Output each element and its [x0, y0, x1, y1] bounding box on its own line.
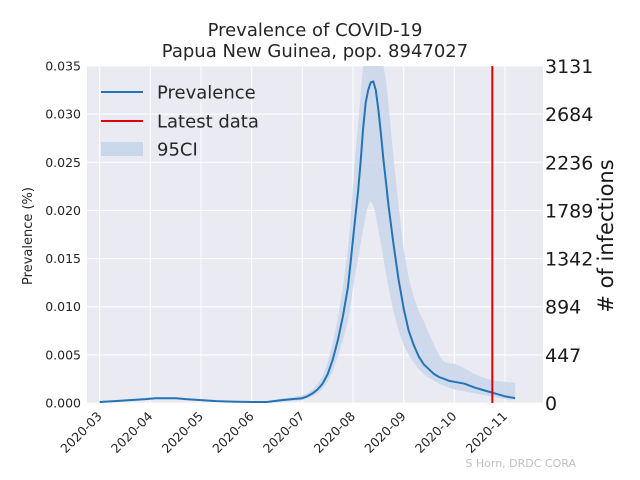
y-tick-label: 0.005 [45, 347, 81, 362]
x-tick-label: 2020-04 [108, 408, 156, 456]
y-tick-label: 0.010 [45, 299, 81, 314]
x-tick-label: 2020-07 [260, 409, 308, 457]
x-tick-label: 2020-05 [159, 409, 207, 457]
y-tick-label: 0.030 [45, 107, 81, 122]
plot-background [87, 66, 543, 403]
x-tick-label: 2020-08 [311, 408, 359, 456]
y-tick-label: 0.035 [45, 59, 81, 74]
x-tick-label: 2020-06 [209, 408, 257, 456]
y-tick-label: 0.025 [45, 155, 81, 170]
x-tick-label: 2020-03 [57, 409, 105, 457]
prevalence-line [99, 80, 516, 403]
x-tick-label: 2020-11 [463, 409, 511, 457]
confidence-band-95ci [99, 66, 516, 403]
y-right-tick-label: 1789 [545, 200, 593, 222]
y-axis-right-ticks: 0 447 894 1342 1789 2236 2684 3131 [545, 56, 593, 415]
y-tick-label: 0.000 [45, 396, 81, 411]
y-tick-label: 0.015 [45, 251, 81, 266]
legend: Prevalence Latest data 95CI [101, 83, 259, 161]
x-tick-label: 2020-09 [361, 408, 409, 456]
legend-label: Latest data [157, 112, 259, 133]
legend-label: 95CI [157, 140, 198, 161]
plot-area [87, 65, 543, 404]
y-right-tick-label: 894 [545, 297, 581, 319]
y-right-tick-label: 2684 [545, 104, 593, 126]
y-axis-left-ticks: 0.000 0.005 0.010 0.015 0.020 0.025 0.030 0.035 [45, 59, 81, 411]
chart-subtitle: Papua New Guinea, pop. 8947027 [162, 41, 468, 62]
x-axis-ticks: 2020-03 2020-04 2020-05 2020-06 2020-07 2020-… [57, 408, 510, 456]
y-axis-right-label: # of infections [594, 159, 618, 312]
y-axis-left-label: Prevalence (%) [21, 187, 36, 285]
x-tick-label: 2020-10 [412, 408, 460, 456]
y-right-tick-label: 447 [545, 345, 581, 367]
legend-label: Prevalence [157, 83, 256, 104]
chart-title: Prevalence of COVID-19 [208, 20, 423, 41]
y-tick-label: 0.020 [45, 203, 81, 218]
y-right-tick-label: 1342 [545, 249, 593, 271]
credit-text: S Horn, DRDC CORA [465, 457, 576, 470]
y-right-tick-label: 2236 [545, 152, 593, 174]
legend-95ci-swatch [101, 142, 143, 156]
y-right-tick-label: 3131 [545, 56, 593, 78]
y-right-tick-label: 0 [545, 393, 557, 415]
